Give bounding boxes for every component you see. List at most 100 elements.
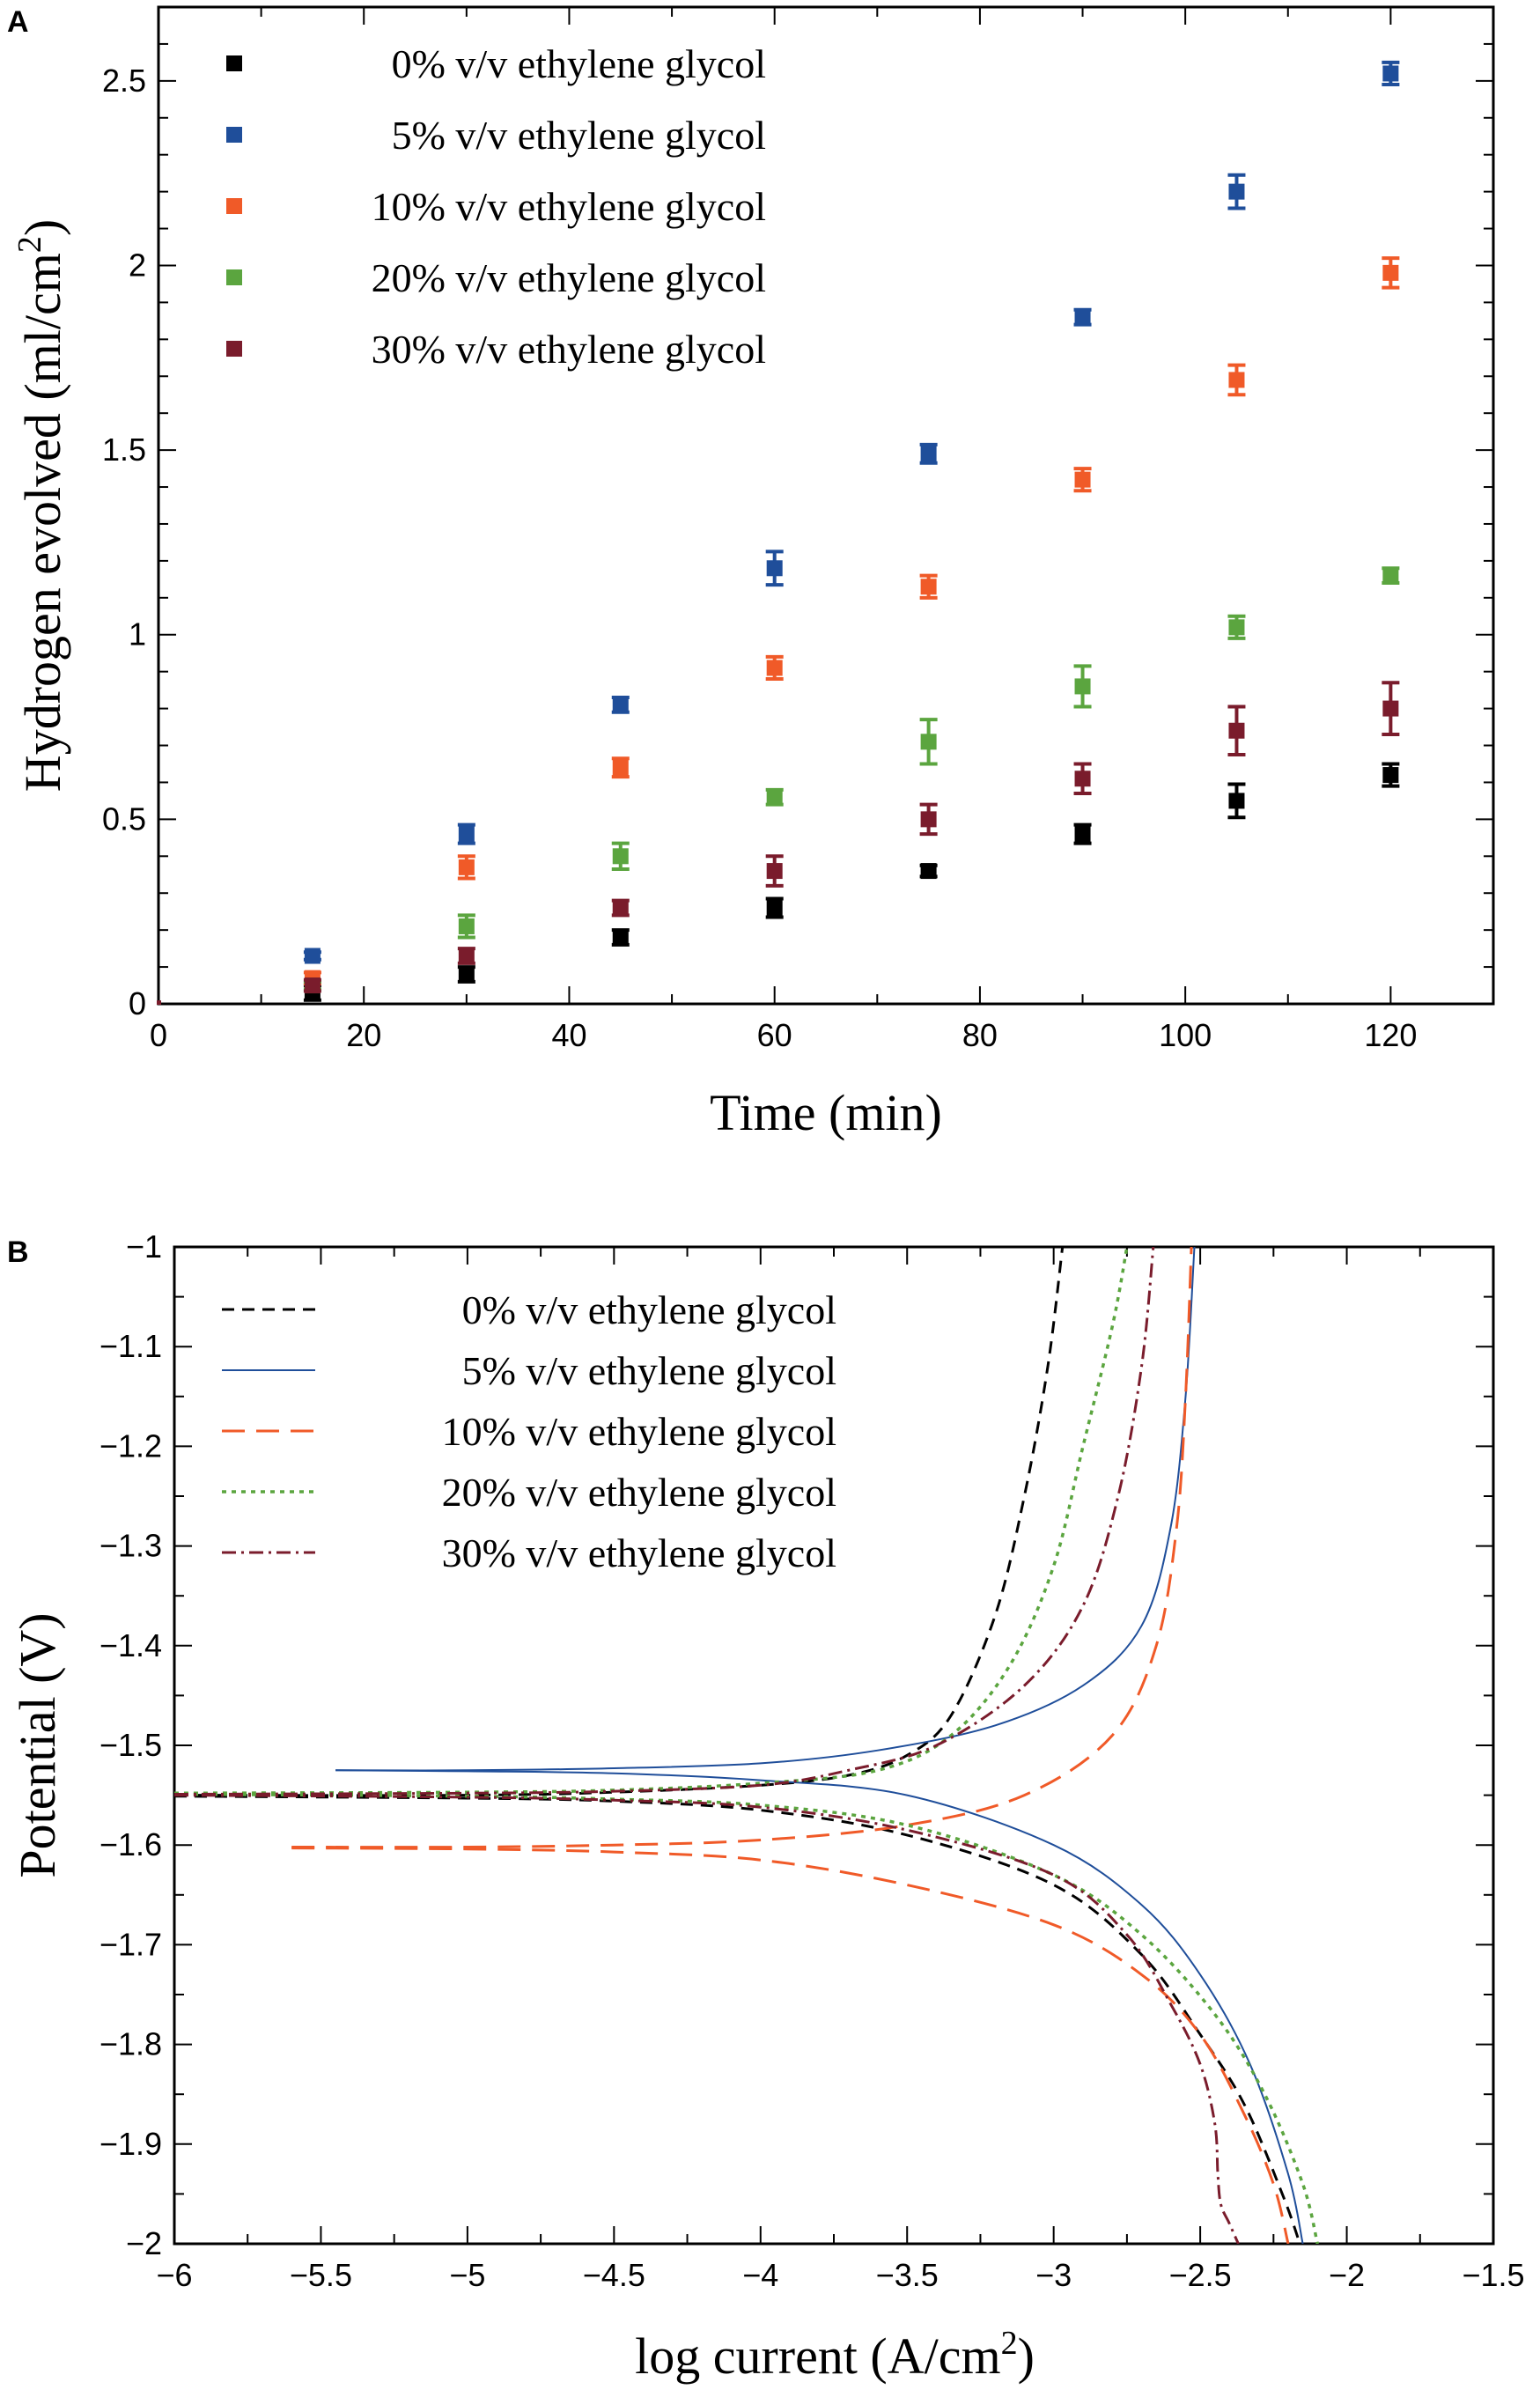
data-point xyxy=(612,848,629,865)
legend-label: 5% v/v ethylene glycol xyxy=(392,113,766,158)
y-tick-label: −1.5 xyxy=(99,1727,162,1763)
data-point xyxy=(612,697,629,713)
panel-b-marks xyxy=(174,1247,1319,2244)
data-point xyxy=(612,929,629,946)
y-tick-label: 2 xyxy=(129,247,146,283)
legend-label: 10% v/v ethylene glycol xyxy=(442,1409,836,1454)
panel-a-ticks xyxy=(158,6,1494,1005)
panel-b: B −6 −5.5 −5 −4.5 −4 −3.5 −3 −2.5 −2 −1.5 −1−1.1−… xyxy=(7,1228,1525,2385)
panel-b-y-axis-title: Potential (V) xyxy=(9,1612,66,1877)
y-tick-label: −2 xyxy=(126,2225,162,2261)
data-point xyxy=(1382,767,1399,784)
legend-label: 0% v/v ethylene glycol xyxy=(462,1287,836,1332)
panel-b-ticks xyxy=(173,1246,1494,2245)
data-point xyxy=(1382,567,1399,584)
legend-swatch xyxy=(226,341,242,357)
panel-b-x-axis-title: log current (A/cm2) xyxy=(635,2325,1035,2385)
panel-b-plot-frame xyxy=(173,1245,1495,2246)
series-4-anodic-curve xyxy=(174,1247,1155,1796)
panel-b-y-tick-labels: −1 −1.1 −1.2 −1.3 −1.4 −1.5 −1.6 −1.7 −1.8 −1.9 −2 xyxy=(99,1228,162,2261)
series-3-cathodic-curve xyxy=(174,1792,1319,2244)
panel-a-letter: A xyxy=(7,5,29,39)
panel-b-x-title-main: log current (A/cm xyxy=(635,2327,1001,2385)
data-point xyxy=(1228,183,1245,200)
x-tick-label: −5 xyxy=(449,2257,485,2293)
data-point xyxy=(612,899,629,916)
y-tick-label: −1.7 xyxy=(99,1926,162,1962)
panel-a-marks xyxy=(157,60,1400,1005)
series-1 xyxy=(157,60,1400,1005)
panel-a-y-axis-title: Hydrogen evolved (ml/cm2) xyxy=(11,219,71,792)
legend-swatch xyxy=(226,127,242,143)
data-point xyxy=(1074,826,1091,843)
data-point xyxy=(1382,700,1399,717)
series-4 xyxy=(157,681,1400,1005)
data-point xyxy=(304,948,321,964)
data-point xyxy=(1382,65,1399,82)
data-point xyxy=(1074,678,1091,695)
data-point xyxy=(766,660,783,676)
panel-b-letter: B xyxy=(7,1235,29,1269)
data-point xyxy=(766,560,783,577)
origin-point xyxy=(157,1000,161,1005)
y-tick-label: −1 xyxy=(126,1228,162,1265)
series-0-anodic-curve xyxy=(174,1247,1065,1797)
y-tick-label: −1.2 xyxy=(99,1427,162,1464)
series-1-cathodic-curve xyxy=(335,1769,1304,2244)
x-tick-label: −3 xyxy=(1035,2257,1072,2293)
x-tick-label: −4.5 xyxy=(583,2257,645,2293)
data-point xyxy=(458,948,475,964)
panel-a-x-tick-labels: 0 20 40 60 80 100 120 xyxy=(150,1017,1417,1053)
series-3-anodic-curve xyxy=(174,1247,1129,1796)
data-point xyxy=(920,446,937,462)
x-tick-label: −6 xyxy=(156,2257,192,2293)
data-point xyxy=(920,863,937,880)
y-tick-label: −1.8 xyxy=(99,2026,162,2062)
legend-swatch xyxy=(226,198,242,214)
y-tick-label: 1 xyxy=(129,616,146,653)
data-point xyxy=(766,789,783,806)
panel-a-plot-frame xyxy=(157,5,1495,1006)
data-point xyxy=(458,918,475,934)
legend-swatch xyxy=(226,269,242,285)
panel-a-y-title-main: Hydrogen evolved (ml/cm xyxy=(14,253,71,792)
y-tick-label: 1.5 xyxy=(102,431,146,468)
data-point xyxy=(304,977,321,994)
x-tick-label: −3.5 xyxy=(876,2257,939,2293)
data-point xyxy=(458,966,475,983)
y-tick-label: 0.5 xyxy=(102,800,146,837)
x-tick-label: 60 xyxy=(757,1017,792,1053)
x-tick-label: −2 xyxy=(1329,2257,1365,2293)
y-tick-label: 2.5 xyxy=(102,63,146,99)
panel-a-y-title-sup: 2 xyxy=(11,236,48,253)
legend-label: 10% v/v ethylene glycol xyxy=(372,184,766,229)
series-1-anodic-curve xyxy=(335,1247,1196,1772)
legend-swatch xyxy=(226,55,242,71)
panel-b-x-title-sup: 2 xyxy=(1001,2325,1018,2362)
x-tick-label: 120 xyxy=(1364,1017,1417,1053)
legend-label: 5% v/v ethylene glycol xyxy=(462,1348,836,1393)
data-point xyxy=(920,811,937,828)
y-tick-label: 0 xyxy=(129,985,146,1021)
x-tick-label: −2.5 xyxy=(1169,2257,1232,2293)
panel-b-curves xyxy=(174,1247,1319,2244)
panel-a-x-axis-title: Time (min) xyxy=(710,1084,942,1141)
data-point xyxy=(766,863,783,880)
x-tick-label: 100 xyxy=(1159,1017,1212,1053)
data-point xyxy=(1228,372,1245,388)
legend-label: 30% v/v ethylene glycol xyxy=(372,327,766,372)
data-point xyxy=(612,759,629,776)
x-tick-label: −1.5 xyxy=(1462,2257,1524,2293)
series-0-cathodic-curve xyxy=(174,1795,1301,2244)
legend-label: 0% v/v ethylene glycol xyxy=(392,41,766,86)
data-point xyxy=(1074,771,1091,787)
series-4-cathodic-curve xyxy=(174,1794,1240,2244)
data-point xyxy=(920,734,937,750)
data-point xyxy=(766,899,783,916)
series-2 xyxy=(157,256,1400,1005)
series-3 xyxy=(157,566,1400,1005)
panel-b-x-tick-labels: −6 −5.5 −5 −4.5 −4 −3.5 −3 −2.5 −2 −1.5 xyxy=(156,2257,1524,2293)
legend-label: 20% v/v ethylene glycol xyxy=(372,255,766,300)
data-point xyxy=(458,826,475,843)
data-point xyxy=(1228,793,1245,809)
